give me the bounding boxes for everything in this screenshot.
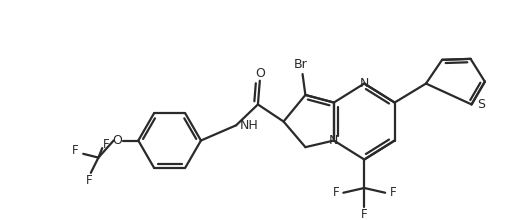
Text: F: F <box>72 143 79 156</box>
Text: O: O <box>112 134 122 147</box>
Text: F: F <box>332 186 339 199</box>
Text: S: S <box>477 98 485 111</box>
Text: F: F <box>86 174 92 187</box>
Text: O: O <box>255 67 265 80</box>
Text: F: F <box>389 186 396 199</box>
Text: F: F <box>103 138 109 151</box>
Text: N: N <box>360 77 369 90</box>
Text: F: F <box>361 208 368 220</box>
Text: N: N <box>329 134 339 147</box>
Text: Br: Br <box>294 58 307 71</box>
Text: NH: NH <box>240 119 259 132</box>
